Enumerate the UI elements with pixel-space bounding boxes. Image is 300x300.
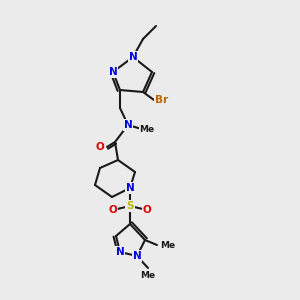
Text: Me: Me	[160, 241, 175, 250]
Text: S: S	[126, 201, 134, 211]
Text: N: N	[109, 67, 117, 77]
Text: O: O	[109, 205, 117, 215]
Text: N: N	[116, 247, 124, 257]
Text: Br: Br	[155, 95, 169, 105]
Text: O: O	[142, 205, 152, 215]
Text: N: N	[124, 120, 132, 130]
Text: Me: Me	[140, 271, 156, 280]
Text: N: N	[126, 183, 134, 193]
Text: O: O	[96, 142, 104, 152]
Text: N: N	[133, 251, 141, 261]
Text: N: N	[129, 52, 137, 62]
Text: Me: Me	[140, 125, 154, 134]
